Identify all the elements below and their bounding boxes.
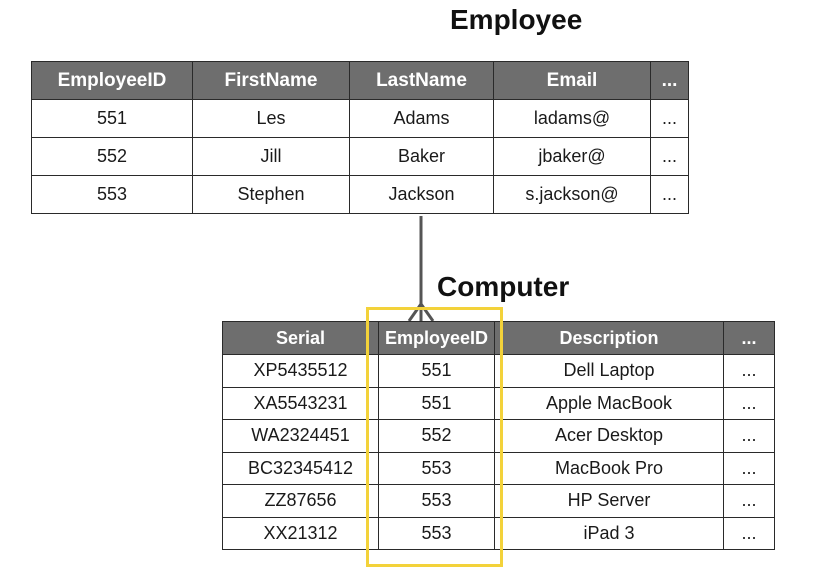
- serial-cell: XP5435512: [222, 354, 379, 388]
- serial-cell: ZZ87656: [222, 484, 379, 518]
- table-row: 552 Jill Baker jbaker@ ...: [31, 137, 689, 176]
- serial-cell: XA5543231: [222, 386, 379, 420]
- email-cell: s.jackson@: [493, 175, 651, 214]
- crows-foot-right: [419, 303, 435, 322]
- description-cell: Acer Desktop: [494, 419, 724, 453]
- email-cell: ladams@: [493, 99, 651, 138]
- more-cell: ...: [723, 386, 775, 420]
- description-cell: Apple MacBook: [494, 386, 724, 420]
- more-cell: ...: [723, 516, 775, 550]
- table-row: BC32345412 553 MacBook Pro ...: [222, 451, 775, 485]
- description-cell: HP Server: [494, 484, 724, 518]
- foreign-key-cell: 553: [378, 484, 495, 518]
- table-row: 553 Stephen Jackson s.jackson@ ...: [31, 175, 689, 214]
- employee-col-more: ...: [650, 61, 689, 100]
- employee-id-cell: 551: [31, 99, 193, 138]
- employee-header-row: EmployeeID FirstName LastName Email ...: [31, 61, 689, 100]
- foreign-key-cell: 551: [378, 386, 495, 420]
- foreign-key-cell: 552: [378, 419, 495, 453]
- serial-cell: BC32345412: [222, 451, 379, 485]
- table-row: WA2324451 552 Acer Desktop ...: [222, 419, 775, 453]
- last-name-cell: Jackson: [349, 175, 494, 214]
- email-cell: jbaker@: [493, 137, 651, 176]
- table-row: XX21312 553 iPad 3 ...: [222, 516, 775, 550]
- more-cell: ...: [650, 99, 689, 138]
- first-name-cell: Jill: [192, 137, 350, 176]
- employee-col-employeeid: EmployeeID: [31, 61, 193, 100]
- computer-col-more: ...: [723, 321, 775, 355]
- computer-col-employeeid: EmployeeID: [378, 321, 495, 355]
- description-cell: MacBook Pro: [494, 451, 724, 485]
- serial-cell: XX21312: [222, 516, 379, 550]
- foreign-key-cell: 553: [378, 451, 495, 485]
- description-cell: iPad 3: [494, 516, 724, 550]
- computer-table: Serial EmployeeID Description ... XP5435…: [222, 321, 775, 550]
- computer-table-title: Computer: [437, 271, 570, 302]
- first-name-cell: Stephen: [192, 175, 350, 214]
- more-cell: ...: [650, 175, 689, 214]
- last-name-cell: Adams: [349, 99, 494, 138]
- table-row: XA5543231 551 Apple MacBook ...: [222, 386, 775, 420]
- more-cell: ...: [723, 419, 775, 453]
- employee-col-firstname: FirstName: [192, 61, 350, 100]
- table-row: ZZ87656 553 HP Server ...: [222, 484, 775, 518]
- table-row: XP5435512 551 Dell Laptop ...: [222, 354, 775, 388]
- employee-id-cell: 553: [31, 175, 193, 214]
- more-cell: ...: [723, 451, 775, 485]
- last-name-cell: Baker: [349, 137, 494, 176]
- description-cell: Dell Laptop: [494, 354, 724, 388]
- foreign-key-cell: 553: [378, 516, 495, 550]
- more-cell: ...: [650, 137, 689, 176]
- employee-id-cell: 552: [31, 137, 193, 176]
- more-cell: ...: [723, 354, 775, 388]
- crows-foot-left: [407, 303, 423, 322]
- computer-col-description: Description: [494, 321, 724, 355]
- employee-table: EmployeeID FirstName LastName Email ... …: [31, 61, 689, 214]
- computer-col-serial: Serial: [222, 321, 379, 355]
- employee-table-title: Employee: [450, 4, 583, 35]
- computer-header-row: Serial EmployeeID Description ...: [222, 321, 775, 355]
- foreign-key-cell: 551: [378, 354, 495, 388]
- table-row: 551 Les Adams ladams@ ...: [31, 99, 689, 138]
- first-name-cell: Les: [192, 99, 350, 138]
- more-cell: ...: [723, 484, 775, 518]
- employee-col-email: Email: [493, 61, 651, 100]
- employee-col-lastname: LastName: [349, 61, 494, 100]
- serial-cell: WA2324451: [222, 419, 379, 453]
